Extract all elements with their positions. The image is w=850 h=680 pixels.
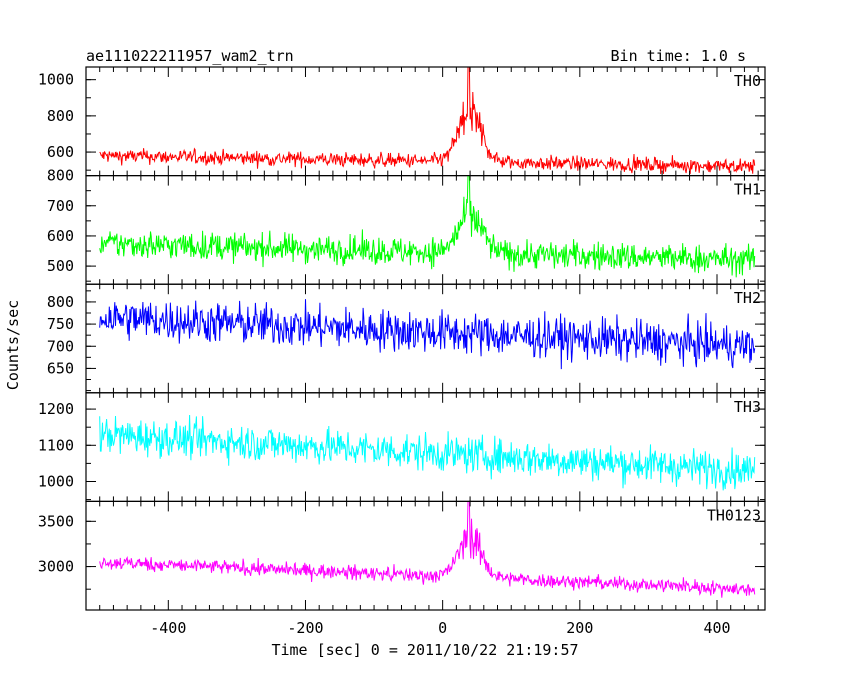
panel-label: TH3 — [734, 398, 761, 416]
y-tick-label: 3500 — [38, 512, 74, 530]
panel-label: TH0 — [734, 72, 761, 90]
y-axis-label: Counts/sec — [4, 300, 22, 390]
panel-th1: 500 600 700 800 TH1 — [47, 167, 766, 285]
x-tick-label: -400 — [150, 619, 186, 637]
panel-label: TH0123 — [707, 506, 761, 524]
y-tick-label: 700 — [47, 197, 74, 215]
panel-label: TH2 — [734, 289, 761, 307]
x-tick-label: 400 — [703, 619, 730, 637]
y-tick-label: 800 — [47, 293, 74, 311]
x-tick-label: -200 — [287, 619, 323, 637]
y-tick-label: 500 — [47, 257, 74, 275]
y-tick-label: 600 — [47, 227, 74, 245]
panel-frame — [85, 500, 766, 611]
panel-th0123: 3000 3500 TH0123 — [38, 500, 766, 611]
series-line-th0123 — [99, 501, 756, 598]
y-tick-label: 700 — [47, 337, 74, 355]
series-line-th3 — [99, 414, 756, 491]
y-tick-label: 1100 — [38, 436, 74, 454]
chart-title: ae111022211957_wam2_trn — [86, 47, 294, 65]
panel-frame — [85, 175, 766, 285]
panels-group: 600 800 1000 TH0 500 600 700 800 TH1 650 700 750 800… — [38, 66, 766, 637]
x-tick-label: 200 — [566, 619, 593, 637]
series-line-th0 — [99, 67, 756, 175]
panel-label: TH1 — [734, 181, 761, 199]
y-tick-label: 650 — [47, 359, 74, 377]
y-tick-label: 800 — [47, 167, 74, 185]
y-tick-label: 800 — [47, 107, 74, 125]
panel-frame — [85, 392, 766, 502]
y-tick-label: 3000 — [38, 558, 74, 576]
x-axis-label: Time [sec] 0 = 2011/10/22 21:19:57 — [271, 641, 578, 659]
x-tick-label: 0 — [438, 619, 447, 637]
series-line-th1 — [99, 175, 756, 278]
panel-th3: 1000 1100 1200 TH3 — [38, 392, 766, 502]
series-line-th2 — [99, 299, 756, 370]
y-tick-label: 1200 — [38, 400, 74, 418]
panel-th2: 650 700 750 800 TH2 — [47, 283, 766, 394]
panel-th0: 600 800 1000 TH0 — [38, 66, 766, 177]
y-tick-label: 600 — [47, 143, 74, 161]
bin-time-label: Bin time: 1.0 s — [611, 47, 746, 65]
y-tick-label: 750 — [47, 315, 74, 333]
y-tick-label: 1000 — [38, 71, 74, 89]
y-tick-label: 1000 — [38, 472, 74, 490]
